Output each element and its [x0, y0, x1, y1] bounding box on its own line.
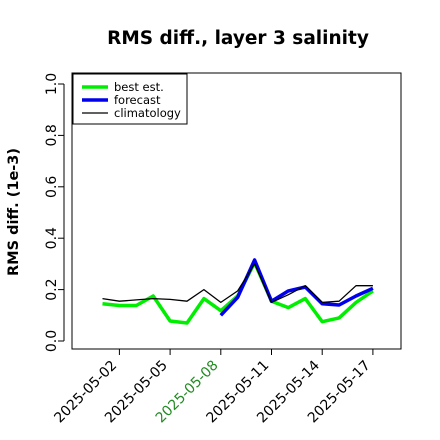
legend-label: climatology — [114, 106, 181, 120]
chart-title: RMS diff., layer 3 salinity — [107, 28, 369, 49]
series-line-climatology — [102, 263, 373, 304]
y-tick-label: 0.0 — [44, 330, 60, 352]
series-line-best-est — [102, 260, 374, 325]
x-axis: 2025-05-022025-05-052025-05-082025-05-11… — [51, 348, 374, 426]
legend-label: best est. — [114, 80, 164, 94]
y-tick-label: 0.8 — [44, 124, 60, 146]
y-tick-label: 0.2 — [44, 278, 60, 300]
series-line-forecast — [219, 258, 374, 317]
y-tick-label: 0.4 — [44, 227, 60, 249]
legend-label: forecast — [114, 93, 161, 107]
y-tick-label: 1.0 — [44, 73, 60, 95]
y-axis: 0.0 0.2 0.4 0.6 0.8 1.0 — [44, 73, 65, 352]
legend-box — [72, 73, 188, 125]
y-axis-label: RMS diff. (1e-3) — [6, 148, 22, 276]
series-lines — [102, 258, 374, 325]
y-tick-label: 0.6 — [44, 176, 60, 198]
